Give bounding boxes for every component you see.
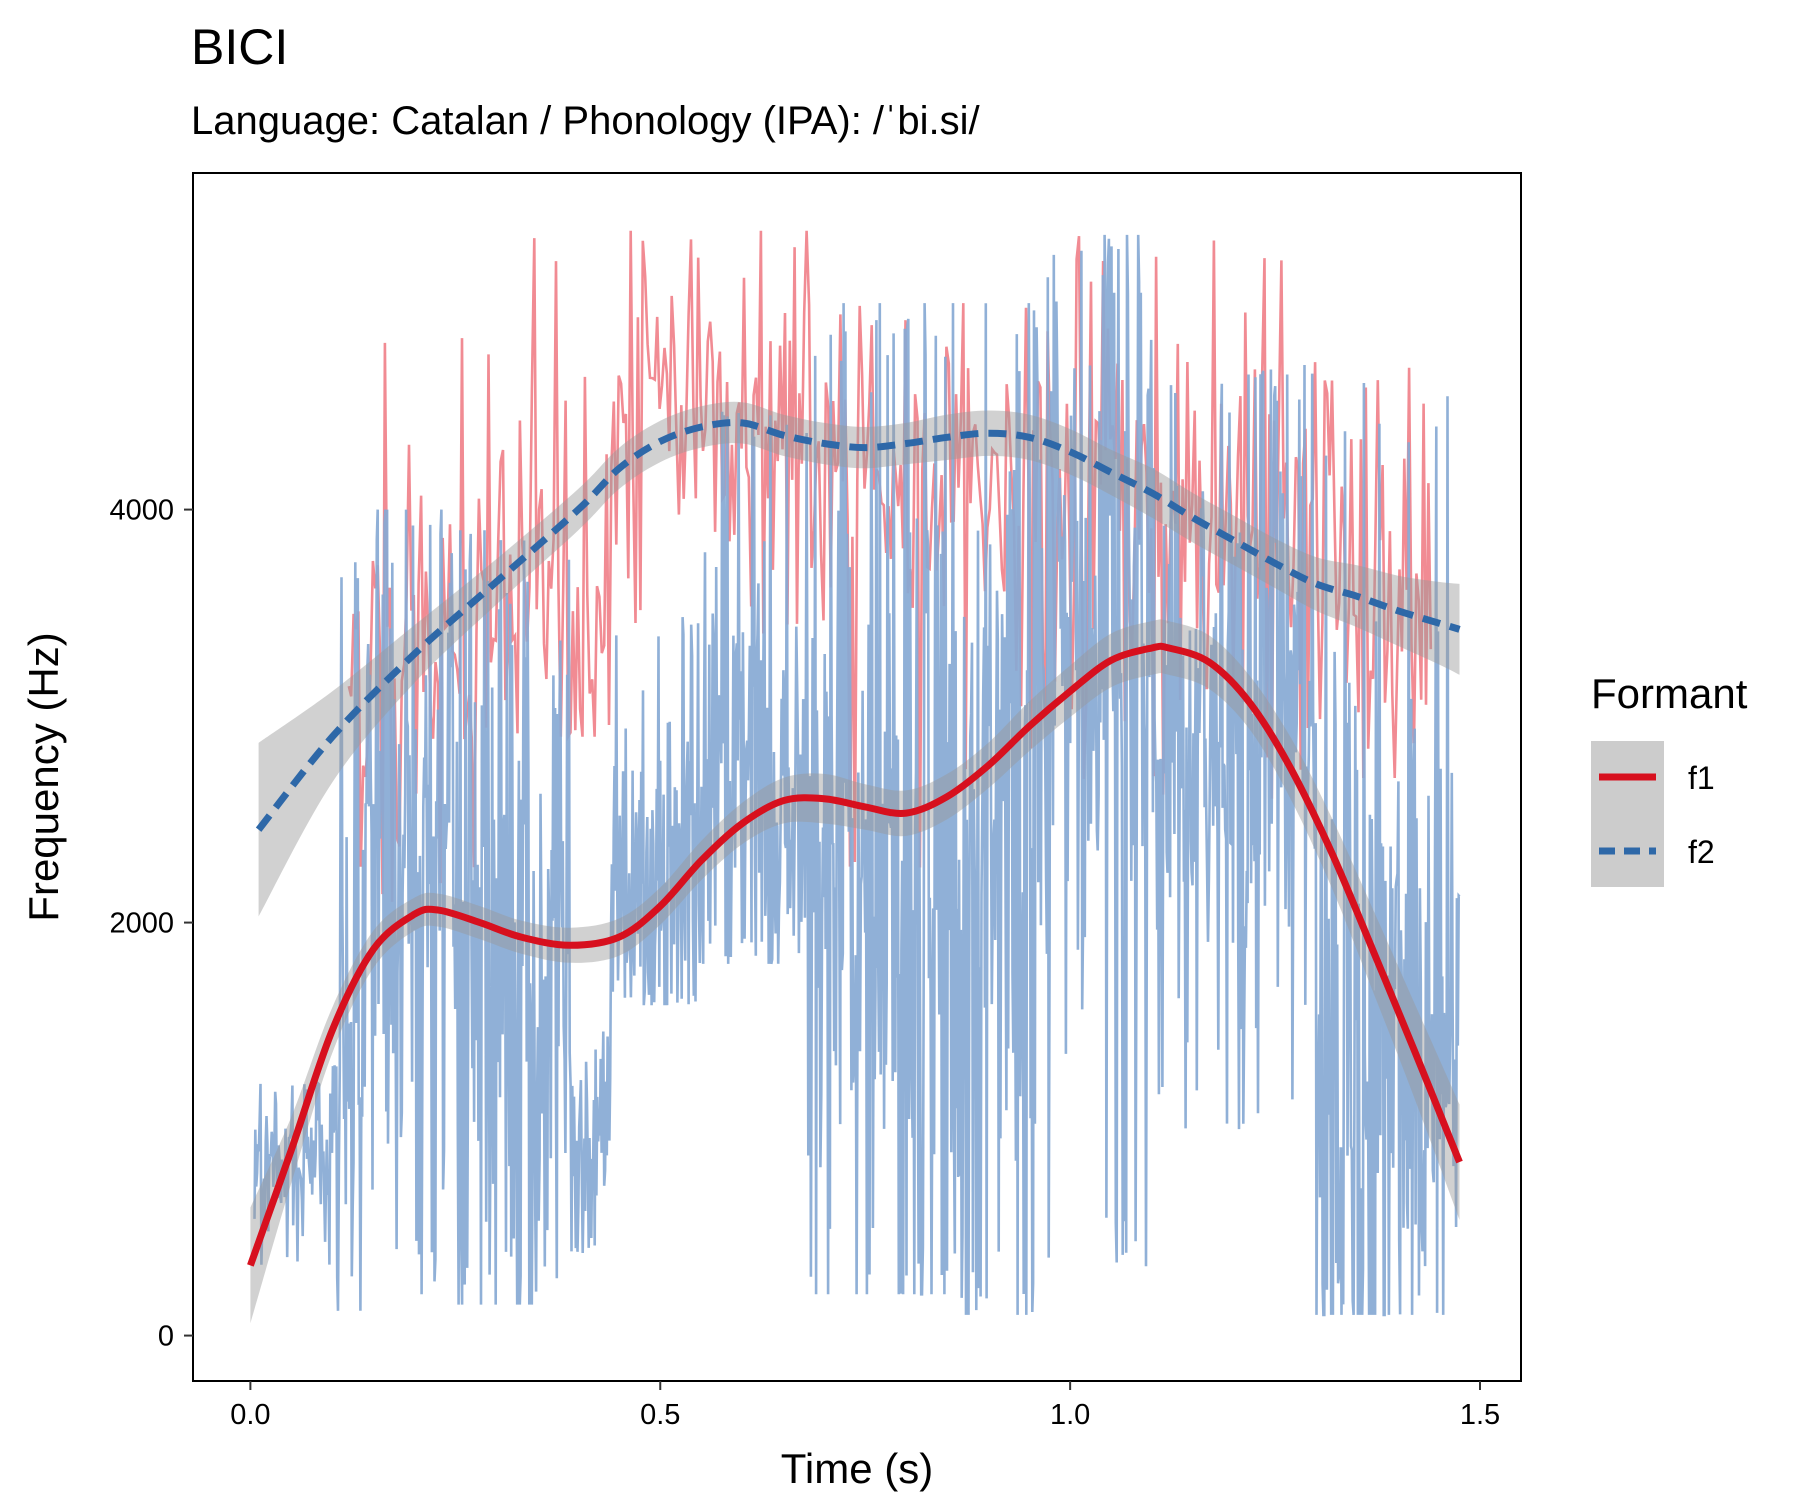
chart-subtitle: Language: Catalan / Phonology (IPA): /ˈb… [191, 99, 981, 143]
y-tick-label: 0 [158, 1321, 174, 1353]
legend-title: Formant [1591, 670, 1748, 717]
x-tick-label: 1.0 [1050, 1399, 1090, 1431]
legend-label-f2: f2 [1688, 834, 1715, 870]
x-tick-label: 1.5 [1460, 1399, 1500, 1431]
smooth-line-f2 [255, 419, 1461, 832]
x-axis-title: Time (s) [781, 1445, 933, 1492]
y-axis-title: Frequency (Hz) [20, 632, 67, 921]
x-tick-label: 0.5 [640, 1399, 680, 1431]
x-tick-label: 0.0 [230, 1399, 270, 1431]
raw-track-f2 [347, 230, 1433, 902]
smooth-line-f1 [247, 642, 1463, 1267]
axes: 0.0 0.5 1.0 1.5 0 2000 4000 [109, 495, 1500, 1431]
legend-label-f1: f1 [1688, 760, 1715, 796]
raw-track-f1 [253, 234, 1461, 1317]
legend: Formant f1 f2 [1591, 670, 1748, 887]
raw-formant-tracks [253, 230, 1461, 1317]
smoothed-formant-lines [247, 419, 1463, 1267]
y-tick-label: 4000 [109, 495, 174, 527]
chart-title: BICI [191, 19, 288, 75]
y-tick-label: 2000 [109, 908, 174, 940]
plot-panel-border [192, 172, 1522, 1382]
